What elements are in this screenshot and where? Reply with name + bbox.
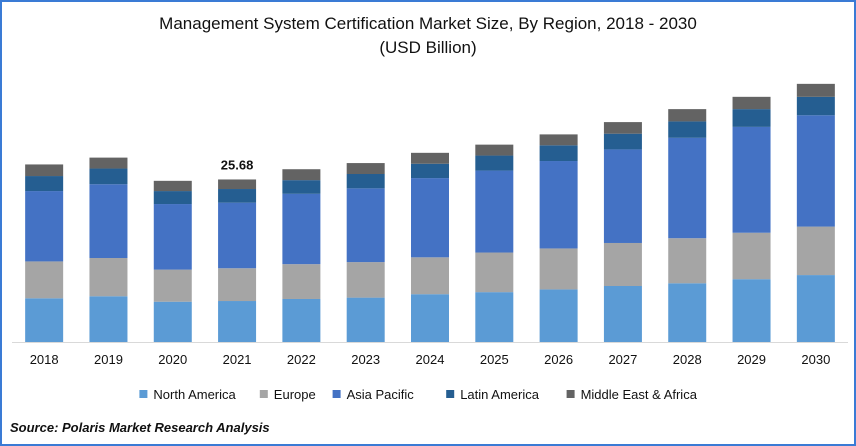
x-tick-label: 2028	[673, 352, 702, 367]
bar-segment	[475, 292, 514, 342]
bar-segment	[732, 126, 771, 233]
bar-segment	[346, 188, 385, 263]
bar-segment	[282, 193, 321, 265]
legend-swatch	[332, 390, 341, 398]
bar-segment	[539, 134, 578, 146]
bar-segment	[153, 204, 192, 270]
bar-segment	[539, 145, 578, 162]
x-tick-label: 2024	[416, 352, 445, 367]
bar-segment	[89, 258, 128, 297]
x-tick-label: 2029	[737, 352, 766, 367]
bar-segment	[153, 301, 192, 342]
bar-segment	[282, 180, 321, 194]
bar-segment	[539, 248, 578, 290]
data-label: 25.68	[221, 157, 254, 172]
bar-segment	[411, 294, 449, 342]
bar-segment	[25, 176, 64, 192]
legend-swatch	[566, 390, 575, 398]
bar-segment	[732, 279, 771, 342]
bar-segment	[282, 169, 321, 181]
bar-segment	[603, 286, 642, 342]
bar-segment	[218, 268, 257, 302]
bar-segment	[218, 301, 257, 342]
chart-subtitle: (USD Billion)	[379, 38, 477, 57]
legend-label: Latin America	[460, 387, 540, 402]
bar-segment	[282, 264, 321, 299]
legend-swatch	[259, 390, 268, 398]
x-tick-label: 2026	[544, 352, 573, 367]
bar-segment	[25, 164, 64, 177]
bar-segment	[603, 149, 642, 243]
bar-segment	[603, 122, 642, 134]
bar-segment	[475, 252, 514, 293]
bar-segment	[796, 226, 835, 276]
legend-label: North America	[153, 387, 236, 402]
bar-segment	[346, 297, 385, 342]
bar-segment	[153, 180, 192, 192]
bar-segment	[796, 115, 835, 227]
bar-segment	[89, 157, 128, 169]
bar-segment	[603, 242, 642, 286]
bar-segment	[475, 144, 514, 156]
bar-segment	[539, 289, 578, 342]
bar-segment	[411, 257, 449, 295]
bar-segment	[25, 261, 64, 299]
legend-label: Europe	[274, 387, 316, 402]
legend-label: Middle East & Africa	[581, 387, 698, 402]
bar-segment	[603, 133, 642, 150]
bar-segment	[796, 83, 835, 97]
bar-segment	[796, 275, 835, 342]
bar-segment	[25, 191, 64, 262]
bar-segment	[89, 184, 128, 258]
bar-segment	[346, 262, 385, 298]
bar-segment	[411, 178, 449, 258]
bar-segment	[732, 232, 771, 280]
x-tick-label: 2027	[608, 352, 637, 367]
x-tick-label: 2025	[480, 352, 509, 367]
bar-segment	[153, 191, 192, 205]
bar-segment	[475, 155, 514, 171]
bar-segment	[346, 174, 385, 189]
x-tick-label: 2020	[158, 352, 187, 367]
bar-segment	[796, 96, 835, 116]
x-tick-label: 2030	[801, 352, 830, 367]
x-tick-label: 2023	[351, 352, 380, 367]
chart-title: Management System Certification Market S…	[159, 14, 697, 33]
legend-swatch	[139, 390, 148, 398]
bar-segment	[732, 96, 771, 110]
bar-segment	[668, 121, 707, 138]
bar-segment	[475, 170, 514, 253]
chart-title-block: Management System Certification Market S…	[2, 12, 854, 60]
bar-segment	[89, 296, 128, 342]
bar-segment	[411, 163, 449, 179]
bar-segment	[218, 179, 257, 190]
x-tick-label: 2022	[287, 352, 316, 367]
bar-segment	[668, 283, 707, 342]
bar-segment	[732, 109, 771, 127]
bar-segment	[346, 163, 385, 174]
bar-segment	[25, 298, 64, 342]
bar-segment	[411, 152, 449, 164]
bar-segment	[539, 161, 578, 249]
bar-segment	[282, 298, 321, 342]
bar-segment	[218, 202, 257, 269]
bar-segment	[218, 189, 257, 203]
legend-label: Asia Pacific	[347, 387, 415, 402]
bar-segment	[668, 137, 707, 239]
legend-swatch	[446, 390, 455, 398]
x-tick-label: 2021	[223, 352, 252, 367]
source-note: Source: Polaris Market Research Analysis	[10, 420, 270, 435]
bar-segment	[89, 168, 128, 185]
bar-segment	[153, 269, 192, 302]
x-tick-label: 2018	[30, 352, 59, 367]
x-tick-label: 2019	[94, 352, 123, 367]
bar-segment	[668, 238, 707, 284]
bar-segment	[668, 109, 707, 122]
